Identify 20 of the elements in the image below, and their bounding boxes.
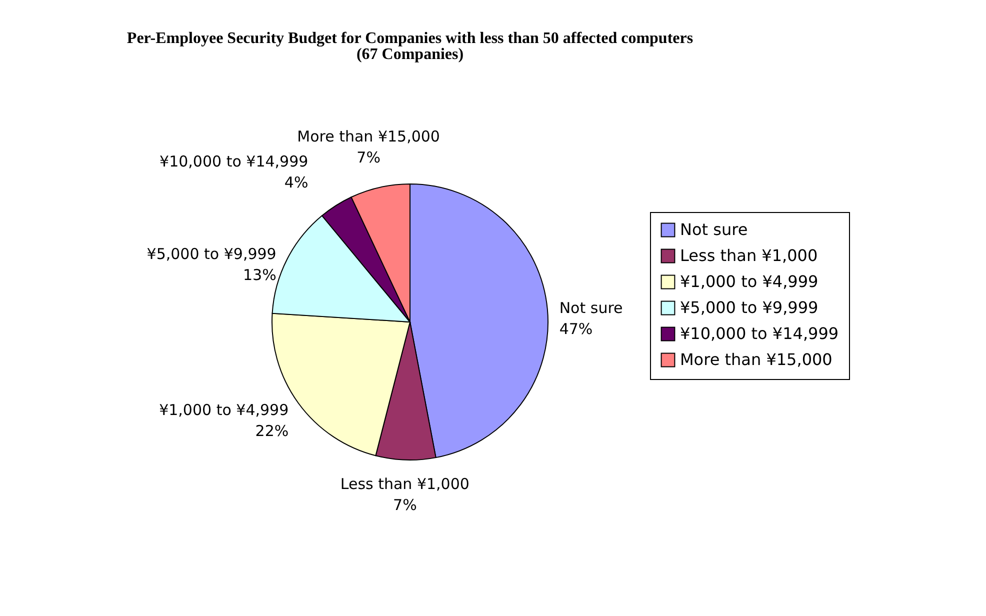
- data-label: 7%: [356, 148, 380, 167]
- slice-label: More than ¥15,000: [297, 128, 440, 146]
- slice-label: Less than ¥1,000: [340, 474, 470, 493]
- slice-label: ¥5,000 to ¥9,999: [146, 244, 276, 263]
- data-label: 47%: [559, 320, 593, 338]
- legend-label: Less than ¥1,000: [680, 246, 818, 265]
- legend-label: Not sure: [680, 220, 748, 239]
- data-label: 7%: [393, 496, 417, 514]
- chart-subtitle: (67 Companies): [356, 46, 464, 63]
- data-label: 4%: [284, 174, 308, 192]
- legend-label: ¥5,000 to ¥9,999: [680, 298, 818, 317]
- slice-label: ¥1,000 to ¥4,999: [159, 401, 289, 420]
- chart-title: Per-Employee Security Budget for Companies with less than 50 affected computers: [126, 30, 694, 47]
- legend-label: ¥10,000 to ¥14,999: [680, 324, 839, 343]
- data-label: 13%: [243, 266, 276, 284]
- legend-label: ¥1,000 to ¥4,999: [680, 272, 818, 291]
- legend-label: More than ¥15,000: [680, 350, 832, 369]
- data-label: 22%: [255, 422, 289, 440]
- slice-label: Not sure: [559, 298, 623, 317]
- slice-label: ¥10,000 to ¥14,999: [160, 152, 308, 171]
